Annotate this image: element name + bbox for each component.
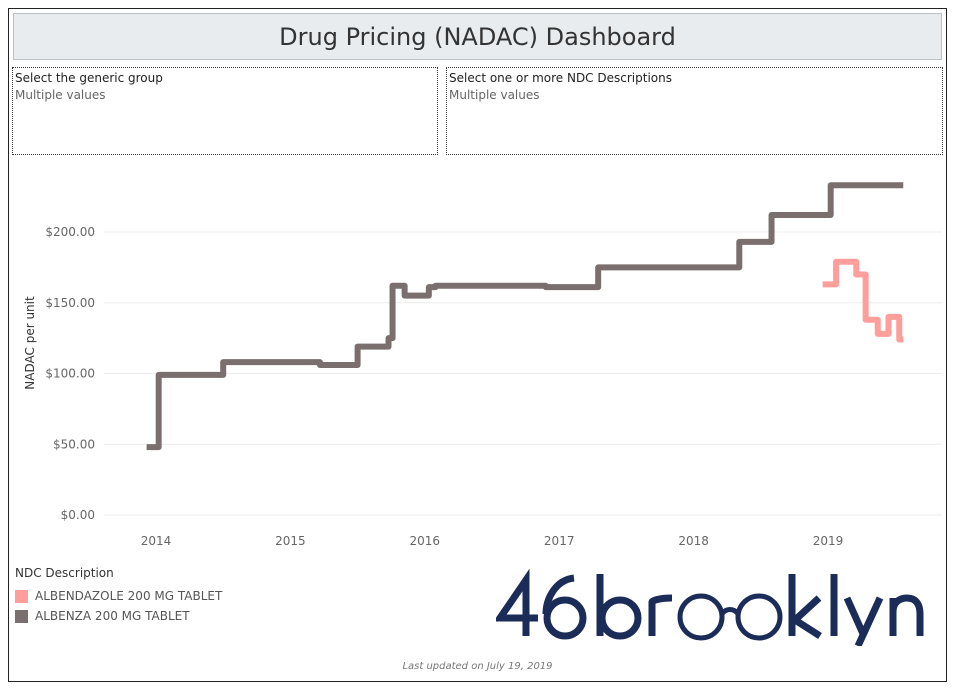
chart-series — [146, 182, 904, 451]
legend-label-albendazole: ALBENDAZOLE 200 MG TABLET — [35, 589, 223, 603]
x-tick-label: 2019 — [813, 534, 844, 548]
legend-item-albenza[interactable]: ALBENZA 200 MG TABLET — [15, 606, 222, 626]
46brooklyn-logo: 46brooklyn — [496, 568, 924, 646]
ndc-description-filter-value[interactable]: Multiple values — [449, 88, 540, 102]
legend-swatch-albenza — [15, 609, 28, 623]
series-line-albenza-200-mg-tablet[interactable] — [146, 182, 904, 451]
x-tick-label: 2018 — [678, 534, 709, 548]
legend-swatch-albendazole — [15, 589, 28, 603]
y-tick-label: $100.00 — [45, 367, 95, 381]
ndc-description-filter[interactable]: Select one or more NDC Descriptions Mult… — [446, 67, 943, 155]
generic-group-filter-label: Select the generic group — [15, 71, 163, 85]
series-line-albendazole-200-mg-tablet[interactable] — [822, 258, 904, 343]
last-updated-note: Last updated on July 19, 2019 — [402, 661, 553, 672]
y-tick-label: $50.00 — [53, 437, 95, 451]
generic-group-filter[interactable]: Select the generic group Multiple values — [12, 67, 438, 155]
y-tick-label: $150.00 — [45, 296, 95, 310]
chart-gridlines — [104, 231, 942, 516]
x-tick-label: 2017 — [544, 534, 575, 548]
y-tick-label: $200.00 — [45, 225, 95, 239]
chart-legend: NDC Description ALBENDAZOLE 200 MG TABLE… — [15, 566, 222, 626]
y-axis-ticks: $0.00 $50.00 $100.00 $150.00 $200.00 — [45, 225, 95, 522]
legend-label-albenza: ALBENZA 200 MG TABLET — [35, 609, 190, 623]
x-tick-label: 2016 — [410, 534, 441, 548]
x-tick-label: 2014 — [141, 534, 172, 548]
y-axis-label: NADAC per unit — [23, 296, 37, 390]
legend-item-albendazole[interactable]: ALBENDAZOLE 200 MG TABLET — [15, 586, 222, 606]
legend-title: NDC Description — [15, 566, 114, 580]
x-tick-label: 2015 — [275, 534, 306, 548]
x-axis-ticks: 2014 2015 2016 2017 2018 2019 — [141, 534, 844, 548]
dashboard-title: Drug Pricing (NADAC) Dashboard — [13, 13, 942, 60]
dashboard-frame — [8, 8, 947, 682]
nadac-line-chart: $0.00$50.00$100.00$150.00$200.00 2014 201… — [23, 182, 942, 548]
generic-group-filter-value[interactable]: Multiple values — [15, 88, 106, 102]
y-tick-label: $0.00 — [61, 508, 95, 522]
ndc-description-filter-label: Select one or more NDC Descriptions — [449, 71, 672, 85]
